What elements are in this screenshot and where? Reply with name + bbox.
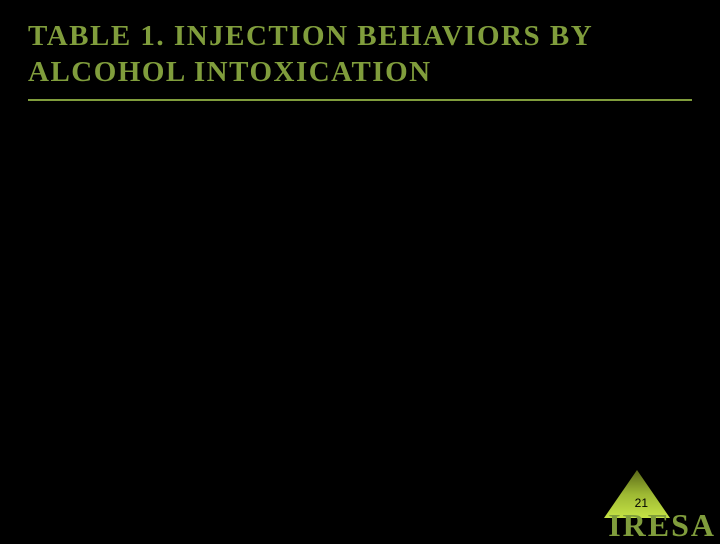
slide-title: Table 1. Injection behaviors by alcohol …	[28, 18, 692, 91]
slide-header: Table 1. Injection behaviors by alcohol …	[0, 0, 720, 113]
slide-footer: 21 IRESA	[580, 470, 720, 540]
logo-text: IRESA	[608, 507, 716, 544]
page-number: 21	[635, 496, 648, 510]
title-underline	[28, 99, 692, 101]
